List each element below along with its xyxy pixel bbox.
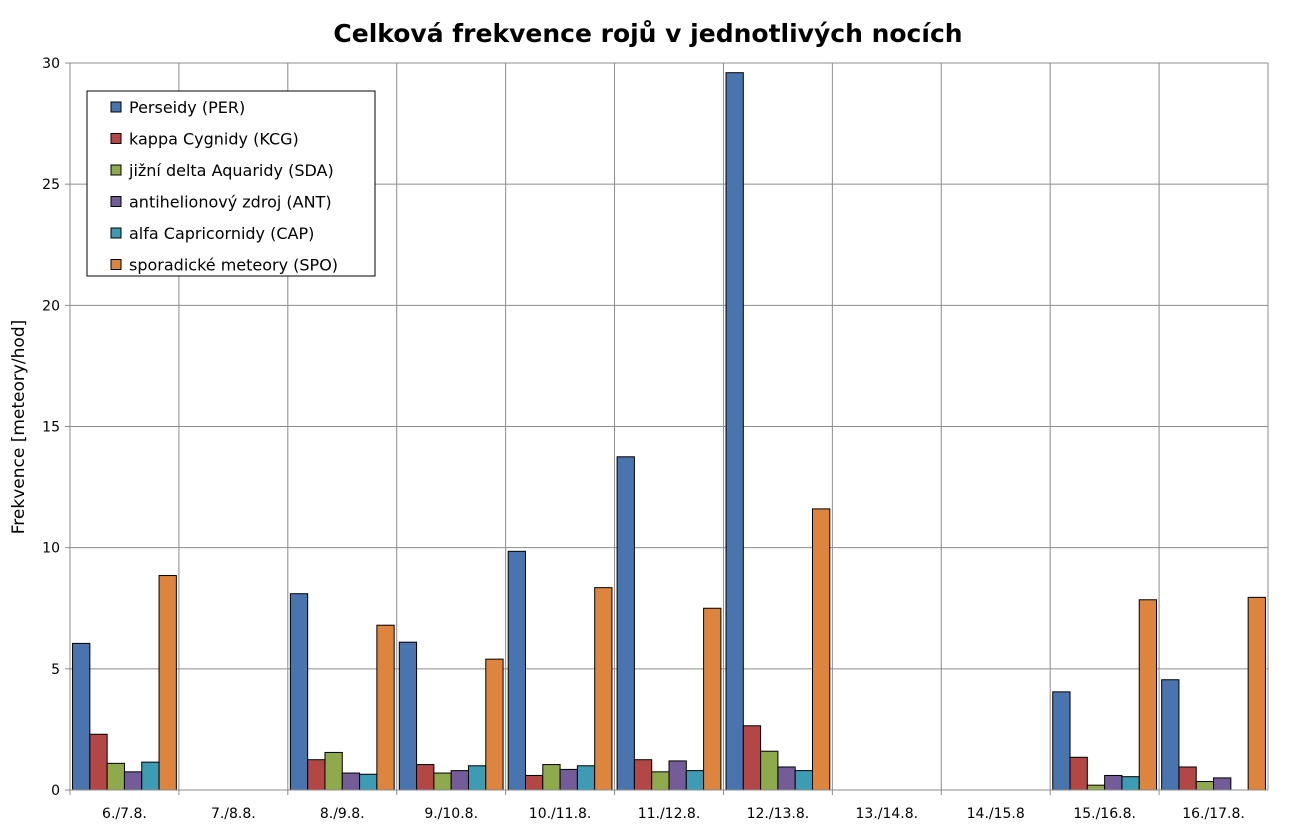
x-tick-label: 9./10.8. xyxy=(424,806,478,822)
bar-2-4 xyxy=(416,764,435,791)
y-axis-label: Frekvence [meteory/hod] xyxy=(9,320,29,535)
legend-label: alfa Capricornidy (CAP) xyxy=(129,224,314,243)
legend-swatch xyxy=(110,196,122,207)
bar-4-11 xyxy=(1213,777,1232,791)
y-tick-label: 20 xyxy=(42,298,60,314)
bar-2-7 xyxy=(742,725,762,791)
bar-6-6 xyxy=(703,607,722,791)
x-tick-label: 8./9.8. xyxy=(320,806,365,822)
legend: Perseidy (PER) kappa Cygnidy (KCG) jižní d… xyxy=(86,90,376,277)
x-tick-label: 13./14.8. xyxy=(856,806,919,822)
legend-label: Perseidy (PER) xyxy=(129,98,245,117)
bar-1-4 xyxy=(398,641,418,791)
chart-title: Celková frekvence rojů v jednotlivých no… xyxy=(333,19,962,48)
bar-2-11 xyxy=(1178,766,1197,791)
bar-1-11 xyxy=(1161,679,1180,791)
legend-swatch xyxy=(110,164,122,176)
x-tick-label: 14./15.8 xyxy=(967,806,1025,822)
y-tick-label: 5 xyxy=(51,662,60,678)
bar-1-5 xyxy=(507,550,526,791)
legend-label: jižní delta Aquaridy (SDA) xyxy=(128,161,334,180)
x-tick-label: 11./12.8. xyxy=(638,806,701,822)
x-tick-label: 15./16.8. xyxy=(1073,806,1136,822)
bar-3-5 xyxy=(542,764,561,791)
x-tick-label: 12./13.8. xyxy=(747,806,810,822)
bar-5-4 xyxy=(467,765,487,791)
bar-3-6 xyxy=(651,771,670,791)
bar-2-3 xyxy=(307,759,326,791)
bar-1-10 xyxy=(1052,691,1071,791)
bar-1-1 xyxy=(72,642,91,791)
bar-6-11 xyxy=(1247,596,1266,791)
bar-3-10 xyxy=(1086,784,1106,791)
bar-6-1 xyxy=(158,575,177,791)
bar-5-7 xyxy=(794,770,814,791)
bar-1-3 xyxy=(289,593,309,791)
bar-6-10 xyxy=(1138,599,1158,791)
y-tick-label: 30 xyxy=(42,56,60,72)
bar-5-5 xyxy=(576,765,596,791)
legend-swatch xyxy=(110,227,122,239)
bar-4-5 xyxy=(559,768,578,791)
bar-3-1 xyxy=(106,762,125,791)
bar-6-3 xyxy=(376,624,395,791)
bar-5-3 xyxy=(359,773,378,791)
bar-4-1 xyxy=(123,771,143,791)
x-tick-label: 6./7.8. xyxy=(102,806,147,822)
bar-2-10 xyxy=(1069,756,1088,791)
legend-swatch xyxy=(110,259,122,270)
legend-label: sporadické meteory (SPO) xyxy=(129,256,338,275)
bar-6-7 xyxy=(812,508,831,791)
bar-5-6 xyxy=(685,770,705,791)
bar-3-3 xyxy=(324,751,343,791)
bar-5-1 xyxy=(141,761,160,791)
x-tick-label: 16./17.8. xyxy=(1182,806,1245,822)
y-tick-label: 15 xyxy=(42,420,60,436)
x-tick-label: 7./8.8. xyxy=(211,806,256,822)
x-tick-label: 10./11.8. xyxy=(529,806,592,822)
legend-swatch xyxy=(110,101,122,113)
bar-6-5 xyxy=(594,587,613,791)
bar-4-10 xyxy=(1104,774,1123,791)
bar-5-10 xyxy=(1121,776,1140,791)
bar-4-4 xyxy=(450,770,469,791)
bar-2-1 xyxy=(89,733,108,791)
bar-3-11 xyxy=(1195,781,1215,791)
bar-1-6 xyxy=(616,456,635,791)
bar-4-6 xyxy=(668,760,687,791)
y-tick-label: 10 xyxy=(42,541,60,557)
legend-box xyxy=(86,90,376,277)
bar-6-4 xyxy=(485,658,504,791)
bar-1-7 xyxy=(725,72,744,791)
bar-3-4 xyxy=(433,772,452,791)
bar-2-5 xyxy=(524,774,544,791)
legend-swatch xyxy=(110,133,122,144)
bar-2-6 xyxy=(633,759,653,791)
bar-4-3 xyxy=(341,772,361,791)
y-tick-label: 0 xyxy=(51,783,60,799)
legend-label: antihelionový zdroj (ANT) xyxy=(129,193,332,212)
y-tick-label: 25 xyxy=(42,177,60,193)
legend-label: kappa Cygnidy (KCG) xyxy=(129,130,299,149)
bar-3-7 xyxy=(760,750,779,791)
bar-4-7 xyxy=(777,766,796,791)
